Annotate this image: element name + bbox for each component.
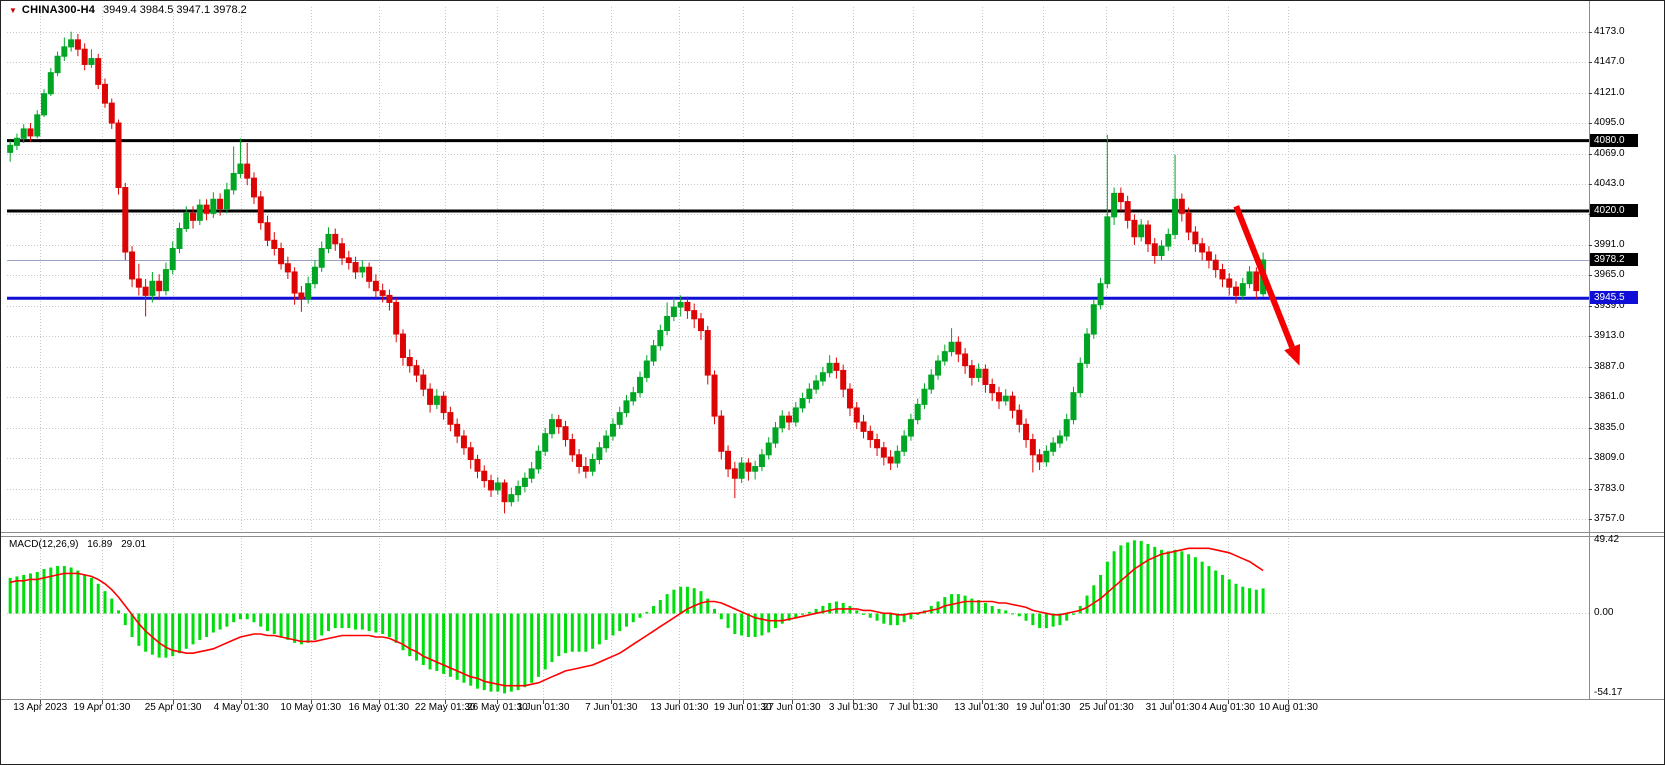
time-axis-label: 10 Aug 01:30 — [1258, 702, 1318, 713]
time-axis-label: 22 May 01:30 — [414, 702, 476, 713]
time-axis-label: 19 Jun 01:30 — [713, 702, 772, 713]
time-axis-label: 13 Apr 2023 — [13, 702, 68, 713]
time-axis-label: 4 May 01:30 — [213, 702, 269, 713]
price-tick-label: 3991.0 — [1594, 238, 1625, 250]
axis-ticks — [40, 32, 1592, 704]
ohlc-values: 3949.4 3984.5 3947.1 3978.2 — [103, 4, 247, 16]
time-axis-label: 13 Jul 01:30 — [954, 702, 1009, 713]
time-axis-label: 27 Jun 01:30 — [762, 702, 821, 713]
time-axis-label: 3 Jul 01:30 — [828, 702, 878, 713]
current-price-tag: 3978.2 — [1590, 253, 1638, 266]
time-axis-label: 25 Apr 01:30 — [144, 702, 202, 713]
price-tick-label: 3757.0 — [1594, 513, 1625, 525]
macd-tick-label: 0.00 — [1594, 607, 1614, 619]
price-tick-label: 4121.0 — [1594, 86, 1625, 98]
time-axis-label: 26 May 01:30 — [467, 702, 528, 713]
price-tick-label: 3887.0 — [1594, 360, 1625, 372]
macd-tick-label: 49.42 — [1594, 534, 1620, 546]
time-axis-label: 19 Apr 01:30 — [73, 702, 131, 713]
macd-signal-line — [10, 547, 1264, 687]
time-axis-label: 7 Jul 01:30 — [889, 702, 938, 713]
price-tick-label: 4043.0 — [1594, 178, 1625, 189]
price-tick-label: 4069.0 — [1594, 147, 1625, 159]
price-tick-label: 3783.0 — [1594, 482, 1625, 494]
price-tick-label: 3965.0 — [1594, 269, 1625, 281]
macd-signal-value: 29.01 — [121, 539, 147, 550]
candles — [7, 31, 1267, 514]
time-axis-label: 1 Jun 01:30 — [517, 702, 570, 713]
price-tick-label: 3939.0 — [1594, 299, 1625, 311]
price-level-tag: 4080.0 — [1590, 134, 1638, 147]
chart-title: ▼ CHINA300-H4 3949.4 3984.5 3947.1 3978.… — [9, 4, 247, 16]
time-axis-label: 31 Jul 01:30 — [1145, 702, 1201, 713]
symbol-label: CHINA300-H4 — [21, 4, 96, 16]
macd-histogram — [8, 540, 1265, 694]
macd-main-value: 16.89 — [87, 539, 113, 550]
time-axis-label: 16 May 01:30 — [348, 702, 410, 713]
macd-indicator-label: MACD(12,26,9) 16.89 29.01 — [9, 539, 152, 550]
panel-separators[interactable] — [1, 1, 1665, 700]
grid — [7, 7, 1589, 699]
price-tick-label: 4095.0 — [1594, 117, 1625, 129]
price-tick-label: 4147.0 — [1594, 56, 1625, 68]
price-level-tag: 4020.0 — [1590, 204, 1638, 217]
price-tick-label: 3809.0 — [1594, 452, 1625, 464]
time-axis-label: 19 Jul 01:30 — [1015, 702, 1071, 713]
macd-tick-label: -54.17 — [1594, 687, 1623, 699]
price-level-tag: 3945.5 — [1590, 291, 1638, 304]
time-axis-label: 10 May 01:30 — [280, 702, 342, 713]
price-tick-label: 4173.0 — [1594, 25, 1625, 37]
symbol-dropdown-icon[interactable]: ▼ — [9, 5, 17, 15]
time-axis-label: 13 Jun 01:30 — [650, 702, 709, 713]
price-tick-label: 3861.0 — [1594, 391, 1625, 403]
price-tick-label: 3835.0 — [1594, 421, 1625, 433]
price-tick-label: 3913.0 — [1594, 330, 1625, 342]
time-axis-label: 25 Jul 01:30 — [1079, 702, 1134, 713]
macd-name: MACD(12,26,9) — [9, 539, 79, 550]
time-axis-label: 4 Aug 01:30 — [1201, 702, 1255, 713]
trend-arrow-annotation[interactable] — [1233, 205, 1301, 366]
time-axis-label: 7 Jun 01:30 — [585, 702, 638, 713]
